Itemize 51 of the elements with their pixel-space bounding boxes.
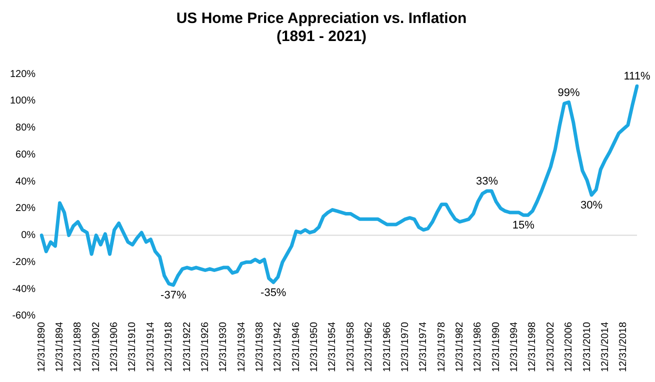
chart-title: US Home Price Appreciation vs. Inflation (1891 - 2021) [176, 10, 467, 46]
x-tick-label: 12/31/1914 [145, 322, 156, 372]
y-tick-label: 120% [10, 68, 36, 80]
y-tick-label: -20% [12, 256, 36, 268]
x-tick-label: 12/31/1902 [90, 322, 102, 372]
x-tick-label: 12/31/1930 [218, 322, 230, 372]
x-tick-label: 12/31/1966 [382, 322, 393, 372]
annotation: 111% [624, 70, 650, 83]
x-tick-label: 12/31/2006 [564, 322, 575, 372]
x-tick-label: 12/31/1974 [418, 322, 430, 372]
y-tick-label: 80% [16, 122, 36, 134]
x-tick-label: 12/31/1982 [454, 322, 466, 372]
x-tick-label: 12/31/1986 [472, 322, 484, 372]
x-tick-label: 12/31/1898 [72, 322, 84, 372]
x-tick-label: 12/31/2010 [582, 322, 593, 372]
x-tick-label: 12/31/1918 [164, 322, 175, 372]
annotation: 30% [580, 200, 603, 212]
x-tick-label: 12/31/1994 [509, 322, 520, 372]
annotation: -37% [160, 290, 186, 302]
x-tick-label: 12/31/1894 [54, 322, 66, 372]
x-tick-label: 12/31/1970 [400, 322, 411, 372]
annotation: 15% [512, 220, 535, 232]
x-tick-label: 12/31/2002 [545, 322, 556, 372]
y-tick-label: 0% [21, 230, 36, 242]
x-tick-label: 12/31/1950 [309, 322, 320, 372]
y-tick-label: 20% [16, 203, 36, 214]
x-tick-label: 12/31/1890 [36, 322, 48, 372]
x-tick-label: 12/31/2014 [600, 322, 611, 372]
x-tick-label: 12/31/2018 [618, 322, 630, 372]
annotation: 99% [558, 86, 580, 99]
x-tick-label: 12/31/1906 [109, 322, 120, 372]
x-tick-label: 12/31/1910 [127, 322, 138, 372]
x-tick-label: 12/31/1938 [254, 322, 266, 372]
annotation: -35% [260, 286, 286, 299]
x-tick-label: 12/31/1962 [364, 322, 375, 372]
x-tick-label: 12/31/1934 [236, 322, 248, 372]
x-tick-label: 12/31/1946 [290, 322, 302, 372]
y-tick-label: -60% [12, 310, 36, 322]
x-tick-label: 12/31/1978 [436, 322, 448, 372]
y-tick-label: 40% [16, 176, 36, 188]
y-tick-label: -40% [12, 284, 36, 295]
annotation: 33% [476, 175, 498, 188]
y-tick-label: 100% [10, 96, 36, 107]
y-tick-label: 60% [16, 149, 36, 160]
x-tick-label: 12/31/1998 [527, 322, 538, 372]
x-tick-label: 12/31/1922 [182, 322, 193, 372]
x-tick-label: 12/31/1926 [200, 322, 211, 372]
x-tick-label: 12/31/1990 [490, 322, 502, 372]
x-tick-label: 12/31/1954 [327, 322, 338, 372]
x-tick-label: 12/31/1942 [272, 322, 284, 372]
x-tick-label: 12/31/1958 [345, 322, 356, 372]
